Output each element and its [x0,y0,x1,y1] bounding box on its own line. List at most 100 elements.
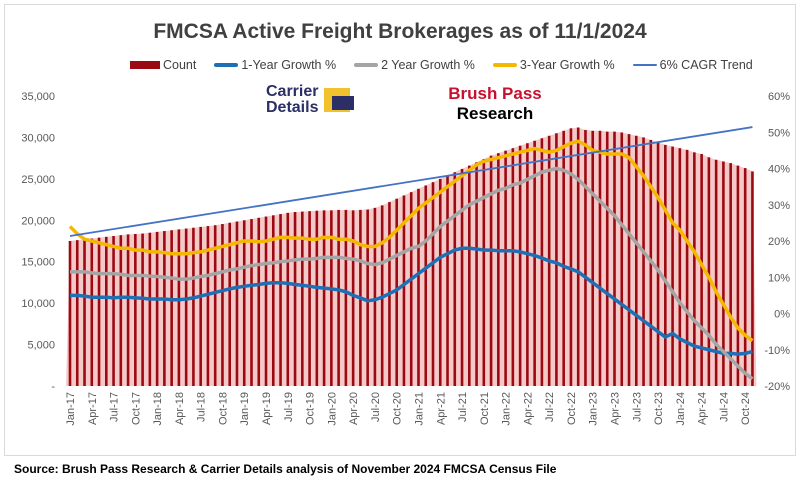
series-line-2-year-growth- [70,166,754,381]
count-bar [714,159,718,386]
y-left-tick-label: 5,000 [27,340,55,352]
count-bar [482,158,486,386]
chart-frame [4,4,796,456]
count-bar [402,195,406,386]
count-bar [656,142,660,386]
x-tick-label: Jul-24 [718,392,730,422]
count-bar [97,237,101,386]
count-bar [446,175,449,386]
count-bar [598,130,602,386]
y-left-tick-label: 10,000 [21,298,55,310]
y-right-tick-label: 30% [768,200,790,212]
count-bar [68,241,72,386]
x-tick-label: Jan-17 [65,392,77,426]
count-bar [605,131,609,386]
count-bar [540,138,544,386]
x-tick-label: Apr-23 [610,392,622,425]
count-bar [613,131,616,386]
legend: Count 1-Year Growth % 2 Year Growth % 3-… [130,58,753,72]
carrier-details-logo-mark [324,88,355,112]
count-bar [235,221,239,386]
y-left-tick-label: - [51,381,55,393]
count-bar [562,130,565,386]
legend-label: 6% CAGR Trend [659,58,753,72]
count-bar [685,149,689,386]
x-tick-label: Oct-24 [740,392,752,425]
x-tick-label: Jul-21 [457,392,469,422]
x-tick-label: Jan-18 [152,392,164,426]
y-right-tick-label: -10% [764,345,790,357]
x-tick-label: Oct-20 [392,392,404,425]
count-bar [409,192,413,386]
count-bar [242,220,246,386]
y-left-tick-label: 20,000 [21,215,55,227]
count-bar [591,130,595,386]
y-left-tick-label: 15,000 [21,257,55,269]
legend-label: 3-Year Growth % [519,58,615,72]
count-bar [221,224,224,386]
legend-item-3yr: 3-Year Growth % [492,58,615,72]
count-bar [729,163,732,386]
count-bar [497,153,500,386]
count-bar [569,128,573,387]
chart-title: FMCSA Active Freight Brokerages as of 11… [153,20,647,43]
count-bar [678,148,682,386]
legend-item-count: Count [130,58,196,72]
count-bar [257,217,261,386]
count-bar [453,172,457,386]
legend-item-2yr: 2 Year Growth % [354,58,475,72]
x-tick-label: Apr-21 [435,392,447,425]
count-bar [634,135,638,386]
legend-swatch [492,63,517,67]
x-tick-label: Oct-19 [305,392,317,425]
x-tick-label: Jul-20 [370,392,382,422]
brush-pass-research-logo: Brush Pass Research [448,84,542,123]
count-bar [228,222,232,386]
count-bar [642,137,645,386]
count-bar [279,214,282,386]
count-bar [83,239,86,386]
count-bar [105,236,108,386]
count-bar [395,198,398,386]
x-tick-label: Jul-17 [109,392,121,422]
count-bar [199,226,202,386]
count-bar [555,133,558,386]
y-left-tick-label: 35,000 [21,91,55,103]
x-tick-label: Jul-23 [631,392,643,422]
count-bar [700,154,703,386]
x-tick-label: Jan-21 [413,392,425,426]
count-bar [213,225,217,386]
count-bar [155,231,159,386]
x-tick-label: Jan-22 [501,392,513,426]
count-bar [584,129,587,386]
y-right-tick-label: 10% [768,272,790,284]
count-bar [489,155,493,386]
trend-line [69,126,753,237]
count-bar [468,165,471,386]
count-bar [533,140,536,386]
y-left-tick-label: 25,000 [21,174,55,186]
count-bar [475,162,478,386]
x-tick-label: Jul-18 [196,392,208,422]
x-tick-label: Apr-18 [174,392,186,425]
count-bar [736,165,740,386]
count-bar [526,143,529,386]
count-bar [250,219,253,386]
count-bar [170,230,173,386]
legend-label: Count [163,58,197,72]
count-bar [192,227,195,386]
count-bar [264,216,268,386]
count-bar [90,238,94,386]
count-bar [511,148,515,386]
legend-item-trend: 6% CAGR Trend [632,58,753,72]
count-bar [206,226,210,386]
legend-label: 2 Year Growth % [381,58,475,72]
count-bar [431,182,435,386]
count-bar [366,209,369,386]
x-tick-label: Jan-19 [239,392,251,426]
x-tick-label: Oct-22 [566,392,578,425]
carrier-details-logo: Carrier Details [266,84,355,116]
count-bar [75,240,79,386]
x-tick-label: Oct-21 [479,392,491,425]
